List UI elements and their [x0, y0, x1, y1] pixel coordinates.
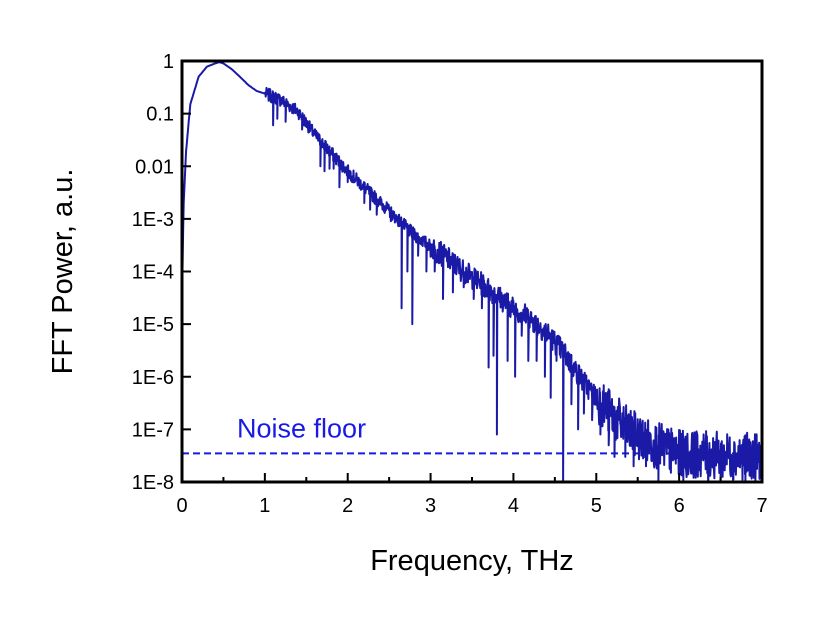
- y-tick-label: 0.01: [135, 156, 174, 178]
- y-tick-label: 1E-5: [132, 314, 174, 336]
- y-tick-label: 1E-6: [132, 367, 174, 389]
- y-tick-label: 1E-3: [132, 209, 174, 231]
- y-axis: 1 0.1 0.01 1E-3 1E-4 1E-5 1E-6 1E-7 1E-8: [132, 51, 191, 494]
- noise-floor-label: Noise floor: [237, 413, 366, 443]
- x-tick-label: 6: [674, 495, 685, 517]
- x-tick-label: 1: [259, 495, 270, 517]
- x-tick-label: 4: [508, 495, 519, 517]
- y-tick-label: 1: [163, 51, 174, 73]
- y-axis-title: FFT Power, a.u.: [47, 169, 79, 375]
- x-tick-label: 7: [756, 495, 767, 517]
- x-tick-label: 5: [591, 495, 602, 517]
- x-tick-label: 2: [342, 495, 353, 517]
- y-tick-label: 1E-7: [132, 419, 174, 441]
- x-tick-label: 3: [425, 495, 436, 517]
- y-tick-label: 1E-8: [132, 472, 174, 494]
- x-tick-label: 0: [176, 495, 187, 517]
- x-axis-title: Frequency, THz: [370, 545, 574, 577]
- plot-content: [182, 61, 762, 482]
- spectrum-line: [182, 61, 762, 482]
- x-axis: 0 1 2 3 4 5 6 7: [176, 473, 768, 517]
- y-tick-label: 0.1: [146, 104, 174, 126]
- y-tick-label: 1E-4: [132, 262, 174, 284]
